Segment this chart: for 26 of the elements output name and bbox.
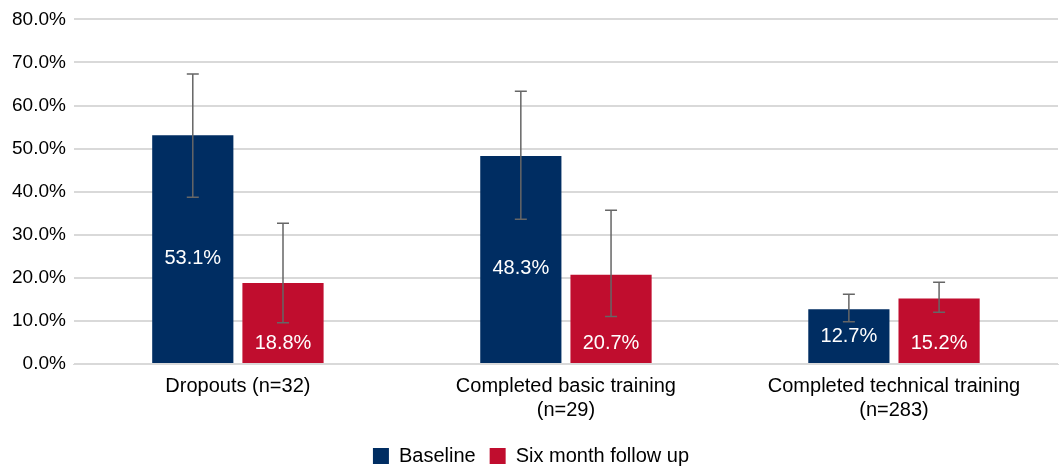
bar: [808, 309, 890, 363]
y-tick-label: 30.0%: [12, 223, 66, 245]
y-tick-label: 70.0%: [12, 50, 66, 72]
data-label: 53.1%: [164, 245, 222, 268]
x-tick-label: Completed basic training (n=29): [455, 373, 676, 420]
bar: [898, 298, 980, 363]
y-tick-label: 80.0%: [12, 7, 66, 29]
y-tick-label: 20.0%: [12, 266, 66, 288]
y-tick-label: 40.0%: [12, 179, 66, 201]
legend-label: Six month follow up: [515, 443, 690, 466]
x-tick-label: Dropouts (n=32): [165, 373, 311, 396]
bar: [152, 135, 234, 363]
x-tick-label: Completed technical training (n=283): [767, 373, 1021, 420]
bar: [242, 283, 324, 363]
data-label: 20.7%: [582, 330, 640, 353]
data-label: 12.7%: [820, 323, 878, 346]
y-tick-label: 60.0%: [12, 93, 66, 115]
data-label: 18.8%: [254, 330, 312, 353]
data-label: 15.2%: [910, 330, 968, 353]
y-tick-label: 50.0%: [12, 136, 66, 158]
data-label: 48.3%: [492, 256, 550, 279]
y-tick-label: 10.0%: [12, 309, 66, 331]
bar: [570, 274, 652, 363]
y-tick-label: 0.0%: [22, 352, 66, 374]
bar: [480, 155, 562, 363]
legend-label: Baseline: [398, 443, 476, 466]
